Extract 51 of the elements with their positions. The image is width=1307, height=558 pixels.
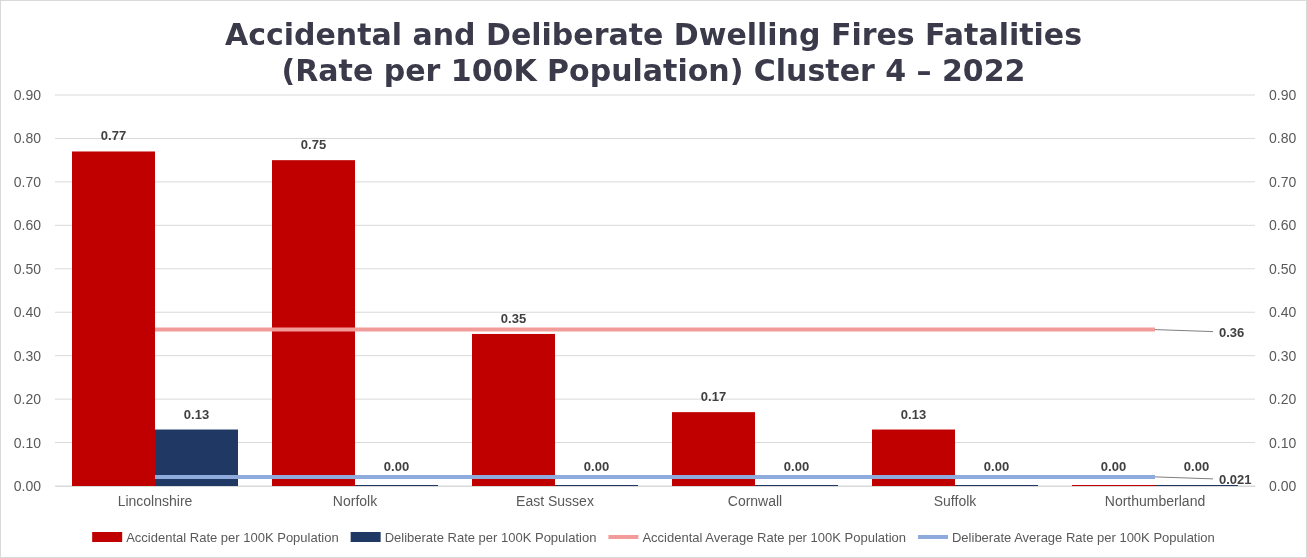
y-tick-label: 0.40: [13, 304, 42, 321]
data-label: 0.00: [783, 459, 810, 474]
y-tick-label: 0.90: [13, 86, 42, 103]
x-tick-label: Cornwall: [727, 492, 783, 509]
data-label: 0.00: [983, 459, 1010, 474]
data-label: 0.00: [1183, 459, 1210, 474]
data-label: 0.77: [100, 128, 127, 144]
data-label: 0.13: [900, 406, 927, 422]
data-label: 0.00: [1100, 459, 1127, 474]
x-tick-label: Lincolnshire: [117, 492, 193, 509]
legend-label: Accidental Average Rate per 100K Population: [642, 530, 906, 545]
y-tick-label: 0.10: [13, 434, 42, 451]
data-label: 0.00: [583, 459, 610, 474]
chart-title: Accidental and Deliberate Dwelling Fires Fatalities (Rate per 100K Population) Cluster 4 – 2022: [224, 17, 1083, 88]
y-tick-label: 0.00: [13, 477, 42, 494]
bar: [872, 429, 955, 486]
legend-label: Deliberate Average Rate per 100K Population: [951, 530, 1215, 545]
data-label: 0.021: [1219, 471, 1252, 487]
bar: [72, 151, 155, 486]
bar: [472, 333, 555, 486]
data-label: 0.00: [383, 459, 410, 474]
y2-tick-label: 0.50: [1269, 260, 1297, 277]
bar: [155, 429, 238, 486]
y-tick-label: 0.60: [13, 217, 42, 234]
x-tick-label: Norfolk: [332, 492, 379, 509]
y2-tick-label: 0.80: [1269, 130, 1297, 147]
data-label: 0.17: [700, 389, 727, 405]
y2-tick-label: 0.20: [1269, 391, 1297, 408]
y2-tick-label: 0.60: [1269, 217, 1297, 234]
y2-tick-label: 0.40: [1269, 304, 1297, 321]
x-tick-label: East Sussex: [516, 492, 594, 509]
bar: [272, 160, 355, 486]
x-tick-label: Suffolk: [933, 492, 978, 509]
data-label: 0.13: [183, 406, 210, 422]
legend-label: Accidental Rate per 100K Population: [126, 530, 339, 545]
y2-tick-label: 0.30: [1269, 347, 1297, 364]
y-tick-label: 0.80: [13, 130, 42, 147]
data-label: 0.75: [300, 137, 327, 153]
y-tick-label: 0.20: [13, 391, 42, 408]
y-tick-label: 0.30: [13, 347, 42, 364]
y-tick-label: 0.50: [13, 260, 42, 277]
y2-tick-label: 0.00: [1269, 477, 1297, 494]
data-label: 0.35: [500, 310, 527, 326]
y2-tick-label: 0.10: [1269, 434, 1297, 451]
y-tick-label: 0.70: [13, 173, 42, 190]
x-tick-label: Northumberland: [1104, 492, 1206, 509]
legend-label: Deliberate Rate per 100K Population: [384, 530, 597, 545]
y2-tick-label: 0.70: [1269, 173, 1297, 190]
bar: [672, 412, 755, 486]
data-label: 0.36: [1219, 324, 1245, 340]
y2-tick-label: 0.90: [1269, 86, 1297, 103]
